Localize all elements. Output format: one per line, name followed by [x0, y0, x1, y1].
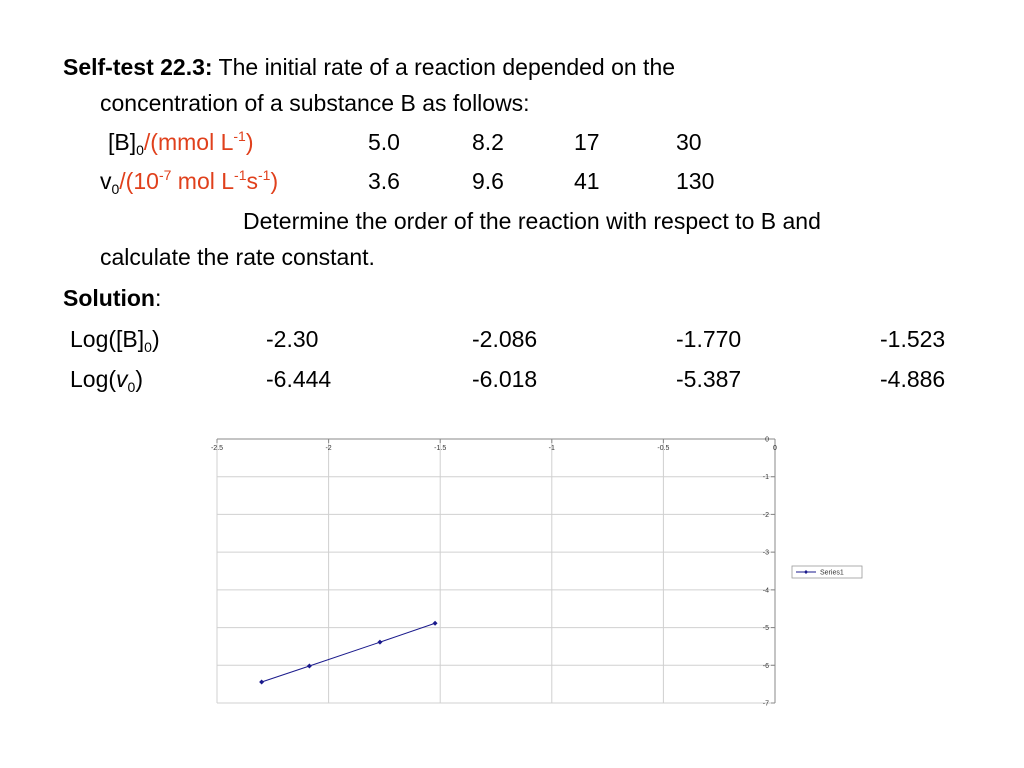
- problem-intro-2: concentration of a substance B as follow…: [100, 90, 530, 116]
- row-b-value: 30: [676, 129, 702, 155]
- series-line: [261, 622, 436, 683]
- task-line-2: calculate the rate constant.: [100, 244, 375, 270]
- y-tick-label: -3: [763, 550, 769, 557]
- solution-heading: Solution: [63, 285, 155, 311]
- problem-line-2: concentration of a substance B as follow…: [100, 89, 530, 117]
- row-b-unit: /(mmol L-1): [143, 128, 254, 155]
- data-point: [432, 620, 438, 626]
- log-b-label: Log([B]0): [70, 326, 160, 355]
- row-b-value: 17: [574, 129, 600, 155]
- chart-legend: Series1: [791, 565, 863, 579]
- chart-series: [259, 620, 438, 685]
- y-tick-label: -7: [763, 701, 769, 708]
- row-v-value: 130: [676, 168, 715, 194]
- log-b-value: -2.30: [266, 326, 319, 352]
- log-v-label: Log(v0): [70, 366, 144, 395]
- y-tick-label: 0: [765, 437, 769, 444]
- problem-intro-1: The initial rate of a reaction depended …: [218, 54, 676, 80]
- chart-axes: -2.5 -2 -1.5 -1 -0.5 00 -1 -2 -3 -4 -5 -6 -7: [211, 437, 777, 708]
- x-tick-label: 0: [773, 445, 777, 452]
- row-b-value: 5.0: [368, 129, 400, 155]
- row-v-label: v0/(10-7 mol L-1s-1): [100, 167, 279, 197]
- y-tick-label: -1: [763, 474, 769, 481]
- y-tick-label: -6: [763, 663, 769, 670]
- log-v-value: -4.886: [880, 366, 946, 392]
- log-b-value: -1.770: [676, 326, 742, 352]
- row-v-value: 9.6: [472, 168, 504, 194]
- log-v-value: -6.018: [472, 366, 538, 392]
- legend-box: [791, 565, 863, 579]
- legend-label: Series1: [820, 570, 844, 577]
- y-tick-label: -5: [763, 625, 769, 632]
- problem-line-1: Self-test 22.3: The initial rate of a re…: [63, 53, 675, 81]
- data-point: [377, 639, 383, 645]
- chart-grid: [216, 438, 776, 704]
- solution-heading-line: Solution:: [63, 285, 162, 311]
- task-line-1: Determine the order of the reaction with…: [243, 208, 821, 234]
- log-v-value: -5.387: [676, 366, 742, 392]
- data-point: [259, 679, 265, 685]
- row-v-value: 3.6: [368, 168, 400, 194]
- x-tick-label: -2.5: [211, 445, 223, 452]
- problem-heading: Self-test 22.3:: [63, 54, 213, 80]
- x-tick-label: -0.5: [657, 445, 669, 452]
- x-tick-label: -2: [325, 445, 331, 452]
- row-b-label: [B]0/(mmol L-1): [108, 128, 254, 158]
- x-tick-label: -1.5: [434, 445, 446, 452]
- row-v-unit: /(10-7 mol L-1s-1): [119, 167, 279, 194]
- log-v-value: -6.444: [266, 366, 332, 392]
- row-b-value: 8.2: [472, 129, 504, 155]
- log-b-value: -1.523: [880, 326, 946, 352]
- data-point: [306, 663, 312, 669]
- row-v-value: 41: [574, 168, 600, 194]
- legend-swatch-marker: [804, 570, 808, 574]
- y-tick-label: -4: [763, 587, 769, 594]
- y-tick-label: -2: [763, 512, 769, 519]
- log-b-value: -2.086: [472, 326, 538, 352]
- x-tick-label: -1: [549, 445, 555, 452]
